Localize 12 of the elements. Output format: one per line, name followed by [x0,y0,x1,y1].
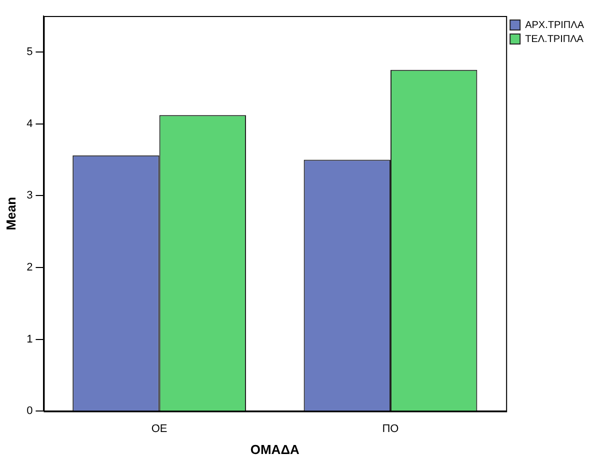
y-tick-label: 2 [26,262,33,274]
x-tick-label: ΠΟ [382,422,400,435]
y-tick-label: 4 [26,118,33,130]
y-axis-title: Mean [3,196,18,230]
y-tick-label: 1 [26,333,33,346]
legend-label: ΤΕΛ.ΤΡΙΠΛΑ [525,34,584,45]
y-tick-label: 0 [26,405,33,418]
legend-label: ΑΡΧ.ΤΡΙΠΛΑ [525,20,584,31]
x-tick-label: ΟΕ [151,422,168,435]
x-axis-title: ΟΜΑΔΑ [250,442,300,457]
y-tick-label: 3 [26,190,33,202]
y-tick-label: 5 [26,46,33,58]
